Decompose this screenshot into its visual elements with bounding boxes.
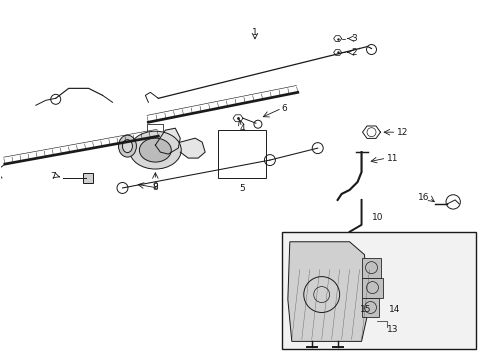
Text: 7: 7 [50,171,56,180]
Text: 13: 13 [386,325,398,334]
Text: 10: 10 [371,213,382,222]
Text: 9: 9 [152,182,158,191]
Ellipse shape [139,138,171,162]
Polygon shape [180,138,205,158]
Bar [82,173,92,183]
Ellipse shape [129,131,181,169]
Text: 4: 4 [239,124,244,133]
Bar [218,130,265,178]
Bar [281,232,475,349]
Text: 5: 5 [239,184,244,193]
Text: 15: 15 [359,305,371,314]
Bar [361,278,383,298]
Text: 2: 2 [351,48,356,57]
Ellipse shape [122,140,132,153]
Text: 11: 11 [386,154,398,163]
Text: 16: 16 [417,193,428,202]
Text: 8: 8 [152,184,158,193]
Ellipse shape [118,135,136,157]
Bar [361,258,381,278]
Text: 6: 6 [281,104,287,113]
Bar [361,298,379,318]
Circle shape [165,140,171,146]
Text: 14: 14 [388,305,400,314]
Polygon shape [287,242,367,341]
Text: 3: 3 [351,34,357,43]
Text: 1: 1 [252,28,257,37]
Polygon shape [155,128,180,154]
Text: 12: 12 [397,128,408,137]
